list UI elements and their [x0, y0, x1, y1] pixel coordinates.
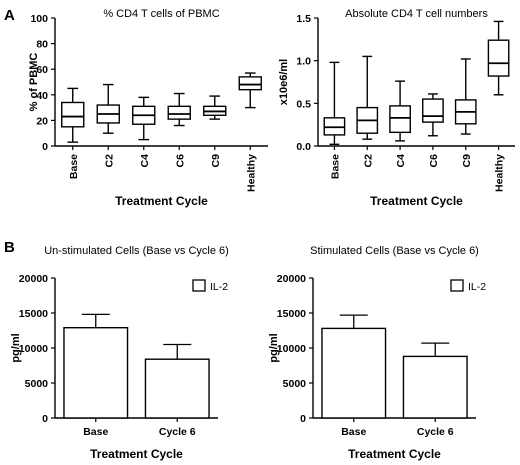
y-tick-label: 80: [36, 39, 48, 51]
y-tick-label: 5000: [283, 378, 307, 390]
x-tick-label: Healthy: [494, 154, 506, 192]
cd4-absolute-box-chart: Absolute CD4 T cell numbers 0.0 0.5 1.0 1.5 x…: [278, 8, 515, 208]
x-tick-label: C2: [362, 154, 374, 168]
y-tick-label: 5000: [25, 378, 49, 390]
y-tick-label: 0: [42, 413, 48, 425]
y-tick-label: 15000: [277, 308, 306, 320]
chart-title: Absolute CD4 T cell numbers: [345, 8, 488, 20]
chart-title: Un-stimulated Cells (Base vs Cycle 6): [44, 245, 229, 257]
bar-cycle-6: [144, 358, 210, 419]
y-tick-label: 0: [300, 413, 306, 425]
legend-label: IL-2: [210, 281, 228, 293]
box-healthy: [238, 76, 262, 91]
x-tick-label: Base: [83, 426, 108, 438]
y-tick-label: 10000: [19, 343, 48, 355]
legend-swatch: [192, 279, 206, 292]
y-tick-label: 0: [42, 141, 48, 153]
y-tick-label: 0.5: [296, 98, 311, 110]
x-tick-label: C2: [103, 154, 115, 168]
legend-label: IL-2: [468, 281, 486, 293]
bar-base: [321, 327, 387, 419]
y-tick-label: 40: [36, 90, 48, 102]
x-tick-label: Base: [329, 154, 341, 179]
box-c6: [422, 98, 444, 123]
box-healthy: [487, 39, 510, 77]
y-tick-label: 0.0: [296, 141, 311, 153]
x-tick-label: Cycle 6: [417, 426, 454, 438]
panel-b-label: B: [4, 239, 15, 256]
x-tick-label: C9: [210, 154, 222, 168]
y-tick-label: 20000: [19, 273, 48, 285]
chart-title: Stimulated Cells (Base vs Cycle 6): [310, 245, 479, 257]
x-tick-label: Cycle 6: [159, 426, 196, 438]
y-axis-label: x10e6/ml: [278, 59, 290, 105]
y-axis-label: pg/ml: [10, 333, 22, 362]
x-tick-label: Base: [341, 426, 366, 438]
box-c6: [167, 105, 191, 120]
y-tick-label: 100: [30, 13, 48, 25]
x-tick-label: C9: [461, 154, 473, 168]
chart-title: % CD4 T cells of PBMC: [103, 8, 219, 20]
panel-a-label: A: [4, 7, 15, 24]
bar-cycle-6: [402, 355, 468, 419]
y-axis-label: % of PBMC: [28, 53, 40, 112]
x-axis-label: Treatment Cycle: [370, 194, 463, 208]
x-axis-label: Treatment Cycle: [90, 447, 183, 461]
y-tick-label: 1.0: [296, 56, 311, 68]
y-tick-label: 10000: [277, 343, 306, 355]
x-tick-label: Base: [68, 154, 80, 179]
x-axis-label: Treatment Cycle: [115, 194, 208, 208]
stimulated-il2-bar-chart: Stimulated Cells (Base vs Cycle 6) 0 5000 1…: [268, 245, 486, 461]
x-tick-label: C6: [428, 154, 440, 168]
y-tick-label: 15000: [19, 308, 48, 320]
box-base: [61, 101, 85, 128]
x-tick-label: Healthy: [245, 154, 257, 192]
y-axis-label: pg/ml: [268, 333, 280, 362]
y-tick-label: 20: [36, 115, 48, 127]
y-tick-label: 1.5: [296, 13, 311, 25]
x-tick-label: C4: [395, 154, 407, 168]
x-tick-label: C6: [174, 154, 186, 168]
legend-swatch: [450, 279, 464, 292]
box-c4: [389, 105, 411, 134]
y-tick-label: 20000: [277, 273, 306, 285]
unstimulated-il2-bar-chart: Un-stimulated Cells (Base vs Cycle 6) 0 50…: [10, 245, 229, 461]
y-tick-label: 60: [36, 64, 48, 76]
cd4-percent-box-chart: % CD4 T cells of PBMC 0 20 40 60 80 100 % of PB…: [28, 8, 268, 208]
bar-base: [63, 327, 129, 419]
x-axis-label: Treatment Cycle: [348, 447, 441, 461]
x-tick-label: C4: [139, 154, 151, 168]
